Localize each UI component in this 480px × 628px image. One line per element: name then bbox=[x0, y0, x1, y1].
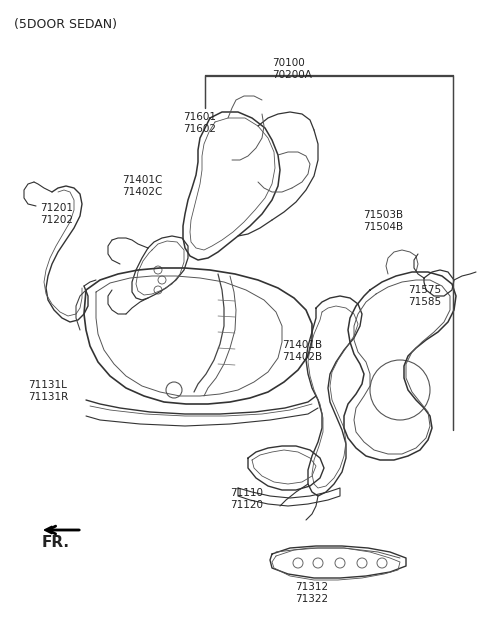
Text: 71201
71202: 71201 71202 bbox=[40, 203, 73, 225]
Text: 71401B
71402B: 71401B 71402B bbox=[282, 340, 322, 362]
Text: 70100
70200A: 70100 70200A bbox=[272, 58, 312, 80]
Text: FR.: FR. bbox=[42, 535, 70, 550]
Text: 71110
71120: 71110 71120 bbox=[230, 488, 263, 509]
Text: 71503B
71504B: 71503B 71504B bbox=[363, 210, 403, 232]
Text: 71601
71602: 71601 71602 bbox=[183, 112, 216, 134]
Text: 71401C
71402C: 71401C 71402C bbox=[122, 175, 162, 197]
Text: 71131L
71131R: 71131L 71131R bbox=[28, 380, 68, 401]
Text: 71312
71322: 71312 71322 bbox=[295, 582, 328, 604]
Text: 71575
71585: 71575 71585 bbox=[408, 285, 441, 306]
Text: (5DOOR SEDAN): (5DOOR SEDAN) bbox=[14, 18, 117, 31]
